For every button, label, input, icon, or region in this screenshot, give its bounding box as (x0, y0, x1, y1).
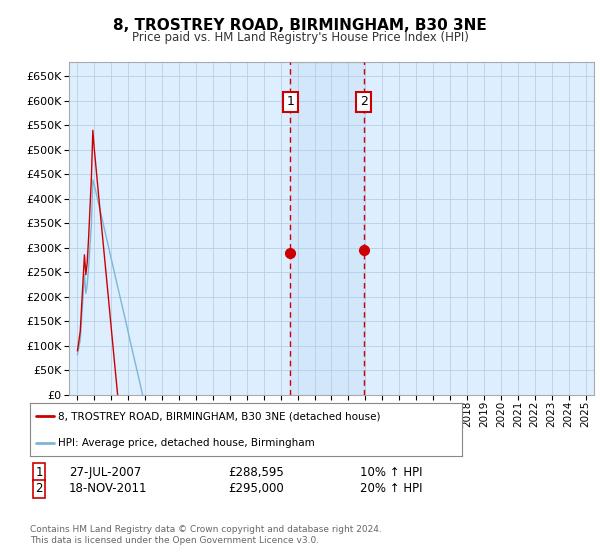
Text: 2: 2 (360, 95, 368, 108)
Text: £295,000: £295,000 (228, 482, 284, 496)
Bar (290, 62, 364, 395)
Text: Contains HM Land Registry data © Crown copyright and database right 2024.
This d: Contains HM Land Registry data © Crown c… (30, 525, 382, 545)
Text: 27-JUL-2007: 27-JUL-2007 (69, 465, 141, 479)
Text: HPI: Average price, detached house, Birmingham: HPI: Average price, detached house, Birm… (58, 438, 315, 448)
Text: 20% ↑ HPI: 20% ↑ HPI (360, 482, 422, 496)
Text: 18-NOV-2011: 18-NOV-2011 (69, 482, 148, 496)
Text: 1: 1 (286, 95, 294, 108)
Text: 8, TROSTREY ROAD, BIRMINGHAM, B30 3NE: 8, TROSTREY ROAD, BIRMINGHAM, B30 3NE (113, 18, 487, 33)
Text: Price paid vs. HM Land Registry's House Price Index (HPI): Price paid vs. HM Land Registry's House … (131, 31, 469, 44)
Text: 2: 2 (35, 482, 43, 496)
Text: 10% ↑ HPI: 10% ↑ HPI (360, 465, 422, 479)
Text: £288,595: £288,595 (228, 465, 284, 479)
Text: 1: 1 (35, 465, 43, 479)
Text: 8, TROSTREY ROAD, BIRMINGHAM, B30 3NE (detached house): 8, TROSTREY ROAD, BIRMINGHAM, B30 3NE (d… (58, 412, 380, 422)
